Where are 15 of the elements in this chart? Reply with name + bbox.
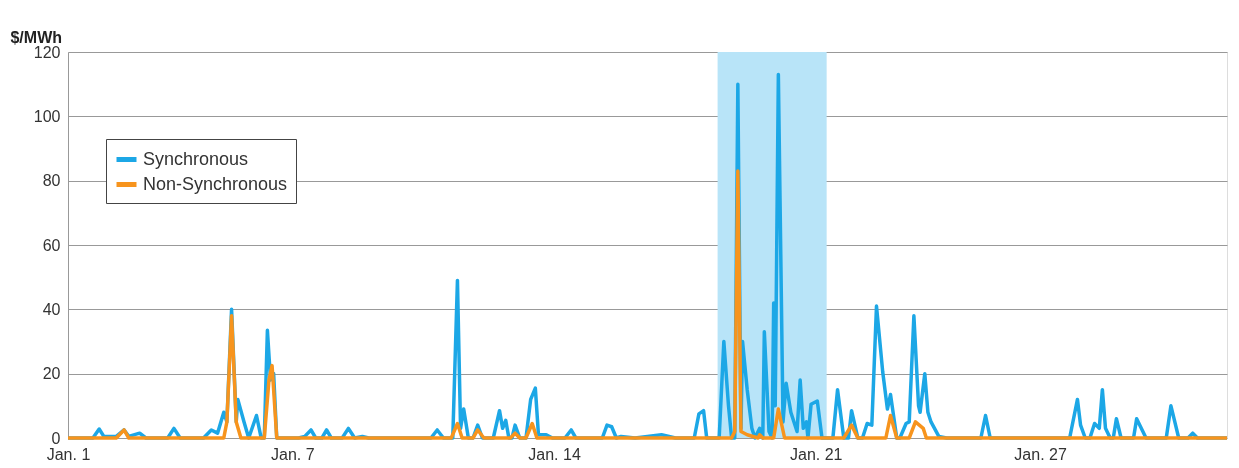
y-tick-label: 120 (33, 43, 61, 61)
x-tick-label: Jan. 1 (46, 445, 91, 463)
y-tick-label: 80 (42, 172, 61, 190)
y-tick-label: 100 (33, 107, 61, 125)
x-tick-label: Jan. 21 (790, 445, 843, 463)
x-tick-label: Jan. 7 (271, 445, 315, 463)
x-tick-label: Jan. 27 (1014, 445, 1067, 463)
y-tick-label: 60 (42, 236, 61, 254)
y-axis-title: $/MWh (10, 29, 62, 46)
y-tick-label: 40 (42, 300, 61, 318)
y-tick-label: 0 (51, 429, 61, 447)
x-tick-label: Jan. 14 (528, 445, 581, 463)
y-tick-label: 20 (42, 365, 61, 383)
legend-label: Synchronous (143, 148, 249, 169)
legend-label: Non-Synchronous (143, 173, 288, 194)
